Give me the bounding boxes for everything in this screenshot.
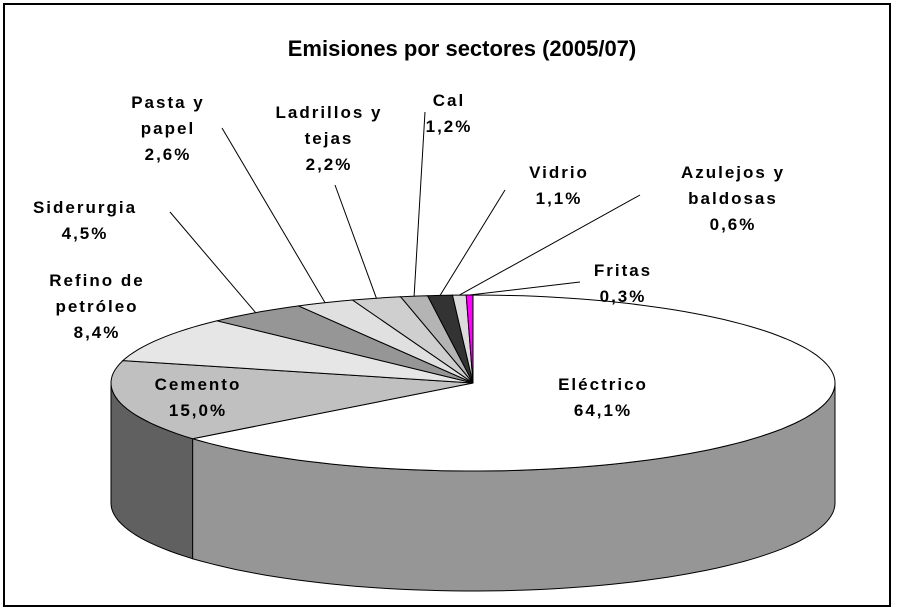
category-label: Siderurgia	[32, 198, 138, 217]
data-label: Refino de petróleo 8,4%	[32, 268, 162, 346]
data-label: Azulejos y baldosas 0,6%	[653, 160, 813, 238]
data-label: Siderurgia 4,5%	[15, 195, 155, 247]
value-label: 64,1%	[573, 401, 633, 420]
category-label: Vidrio	[529, 163, 589, 182]
chart-title: Emisiones por sectores (2005/07)	[288, 36, 637, 61]
category-label: Pasta y papel	[131, 93, 205, 138]
pie-slice	[192, 294, 836, 472]
pie-slice	[110, 360, 474, 440]
data-label: Eléctrico 64,1%	[533, 372, 673, 424]
data-label: Cal 1,2%	[409, 88, 489, 140]
value-label: 2,6%	[144, 145, 192, 164]
pie-slice	[121, 320, 474, 384]
value-label: 0,6%	[709, 215, 757, 234]
value-label: 15,0%	[168, 401, 228, 420]
value-label: 1,1%	[535, 189, 583, 208]
data-label: Ladrillos y tejas 2,2%	[264, 100, 394, 178]
data-label: Cemento 15,0%	[128, 372, 268, 424]
category-label: Ladrillos y tejas	[275, 103, 383, 148]
leader-line	[169, 211, 256, 313]
data-label: Pasta y papel 2,6%	[113, 90, 223, 168]
value-label: 8,4%	[73, 323, 121, 342]
leader-line	[413, 111, 426, 297]
leader-line	[334, 184, 377, 299]
data-label: Vidrio 1,1%	[509, 160, 609, 212]
leader-line	[439, 189, 506, 296]
pie-slice	[216, 305, 474, 384]
category-label: Azulejos y baldosas	[680, 163, 786, 208]
leader-line	[469, 281, 581, 296]
value-label: 1,2%	[425, 117, 473, 136]
category-label: Fritas	[593, 261, 653, 280]
leader-line	[221, 127, 326, 303]
category-label: Refino de petróleo	[49, 271, 145, 316]
data-label: Fritas 0,3%	[573, 258, 673, 310]
value-label: 4,5%	[61, 224, 109, 243]
leader-line	[459, 194, 641, 296]
category-label: Cal	[432, 91, 466, 110]
category-label: Cemento	[154, 375, 242, 394]
category-label: Eléctrico	[558, 375, 648, 394]
value-label: 0,3%	[599, 287, 647, 306]
value-label: 2,2%	[305, 155, 353, 174]
